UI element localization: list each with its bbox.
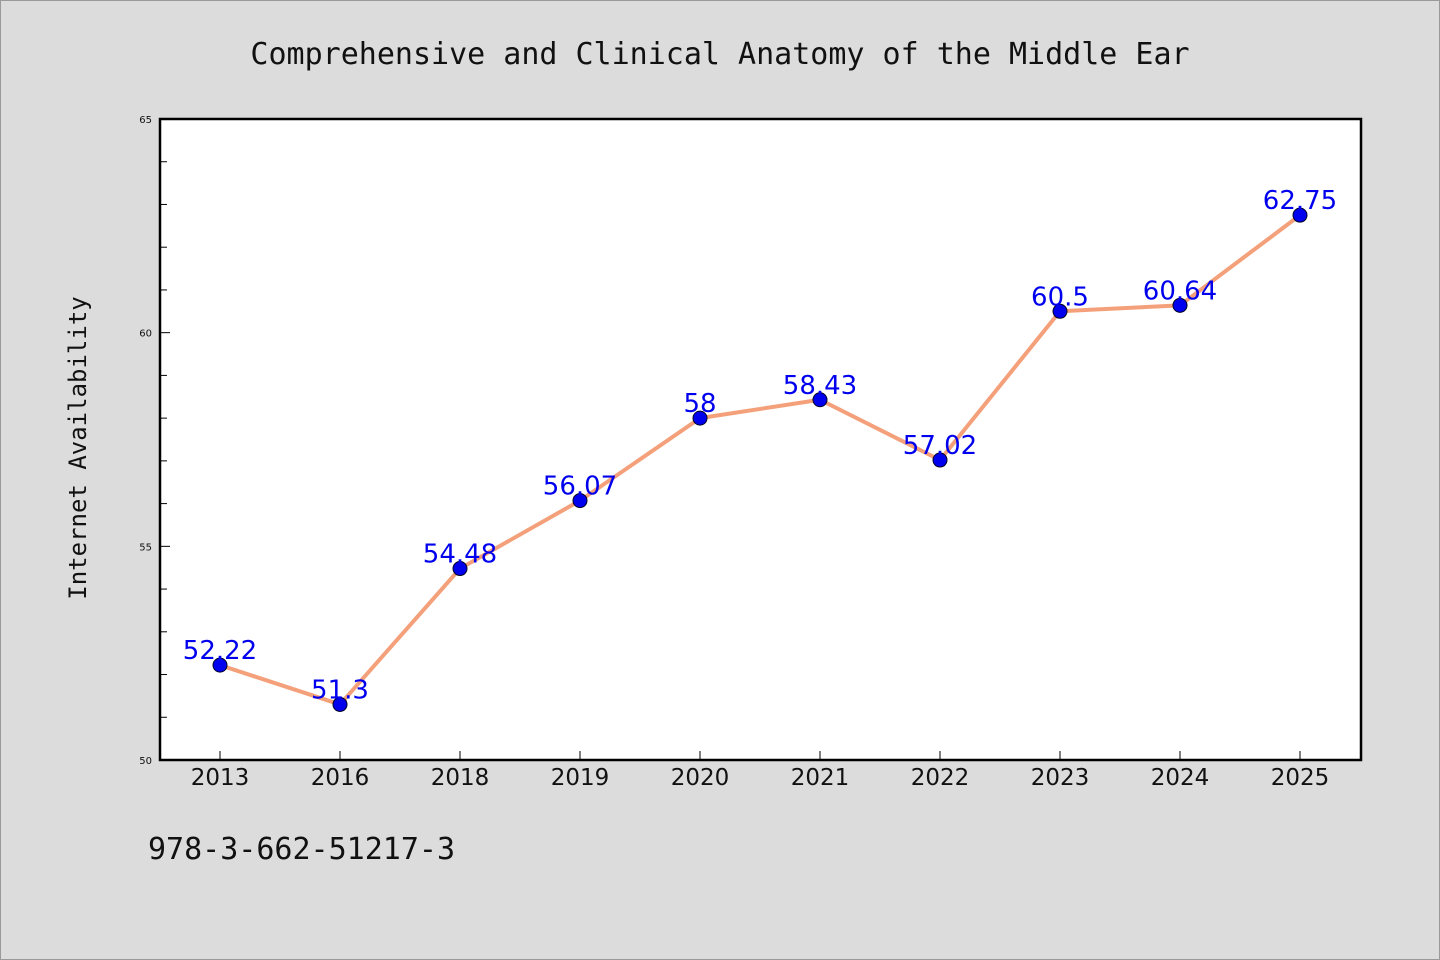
series-line-group (212, 207, 1308, 712)
data-label: 58 (683, 389, 716, 419)
data-label: 62.75 (1263, 186, 1337, 216)
x-tick-label: 2018 (431, 765, 490, 791)
data-label: 58.43 (783, 371, 857, 401)
data-point (1172, 297, 1188, 313)
x-tick-label: 2020 (671, 765, 730, 791)
data-label: 57.02 (903, 431, 977, 461)
y-tick-label: 55 (139, 542, 152, 553)
x-tick-label: 2019 (551, 765, 610, 791)
data-label: 60.5 (1031, 282, 1089, 312)
data-labels-group: 52.22 51.3 54.48 56.07 58 58.43 57.02 60.5 60.64… (183, 186, 1337, 705)
plot-area (158, 117, 1363, 762)
x-tick-label: 2013 (191, 765, 250, 791)
data-label: 56.07 (543, 472, 617, 502)
data-point (932, 452, 948, 468)
x-tick-label: 2023 (1031, 765, 1090, 791)
data-label: 51.3 (311, 675, 369, 705)
data-point (1052, 303, 1068, 319)
data-point (812, 392, 828, 408)
y-axis: 50 55 60 65 (139, 115, 170, 767)
x-tick-label: 2021 (791, 765, 850, 791)
series-line (218, 213, 1302, 707)
x-tick-label: 2016 (311, 765, 370, 791)
chart-title: Comprehensive and Clinical Anatomy of th… (250, 37, 1189, 72)
data-point (1292, 207, 1308, 223)
x-tick-label: 2025 (1271, 765, 1330, 791)
isbn-footnote: 978-3-662-51217-3 (148, 832, 456, 867)
y-tick-label: 50 (139, 756, 152, 767)
y-tick-label: 60 (139, 329, 152, 340)
y-tick-label: 65 (139, 115, 152, 126)
y-axis-label: Internet Availability (64, 296, 92, 599)
x-tick-label: 2022 (911, 765, 970, 791)
x-tick-label: 2024 (1151, 765, 1210, 791)
data-label: 54.48 (423, 540, 497, 570)
data-label: 60.64 (1143, 276, 1217, 306)
data-point (452, 561, 468, 577)
data-label: 52.22 (183, 636, 257, 666)
data-point (572, 493, 588, 509)
x-axis: 2013 2016 2018 2019 2020 2021 2022 2023 2024 2025 (191, 751, 1330, 791)
data-point (692, 410, 708, 426)
data-point (332, 696, 348, 712)
data-point (212, 657, 228, 673)
